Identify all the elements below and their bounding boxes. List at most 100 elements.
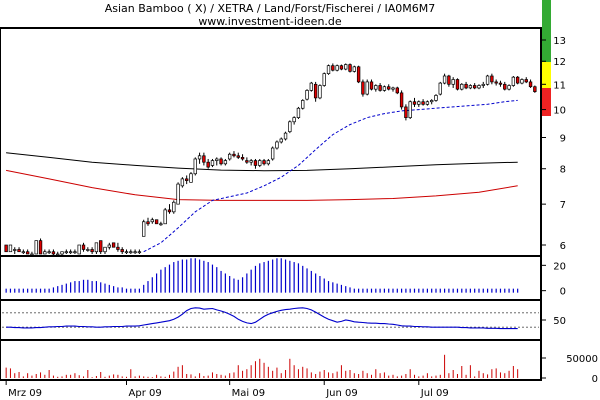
candle-up [210,160,215,166]
candle-up [391,87,395,90]
long-moving-average-line [6,152,518,172]
candle-up [434,95,438,101]
candle-up [520,79,524,84]
candle-up [292,117,296,123]
candle-up [150,219,154,223]
candle-up [442,75,447,84]
candle-up [301,100,305,109]
candle-up [124,251,129,254]
candle-down [404,106,408,118]
candle-up [223,160,228,165]
price-tick-label: 12 [553,57,566,68]
candle-up [430,100,434,103]
candle-down [399,92,404,108]
x-axis: Mrz 09 Apr 09 Mai 09 Jun 09 Jul 09 [5,380,449,399]
candle-up [460,83,464,90]
price-tick-label: 6 [560,241,566,252]
candle-down [528,81,533,88]
candle-down [498,82,503,85]
candle-up [288,121,292,133]
candle-down [120,249,124,253]
candle-up [283,132,288,140]
candle-up [249,160,253,163]
candle-up [477,85,481,89]
price-tick-label: 13 [553,36,566,47]
signal-segment-green [542,38,551,62]
chart-title: Asian Bamboo ( X) / XETRA / Land/Forst/F… [105,2,436,15]
candle-down [146,221,150,225]
momentum-tick-label: 0 [560,287,566,298]
candle-up [344,64,348,70]
candle-up [137,251,142,254]
candle-up [103,246,107,253]
candle-down [206,161,210,168]
candle-up [309,82,314,91]
candle-up [73,251,77,254]
candle-up [34,240,38,255]
volume-panel [0,339,542,381]
candle-up [511,76,516,86]
candle-up [159,223,163,226]
x-tick-label: Mai 09 [232,388,265,399]
candle-up [60,251,64,255]
price-panel [0,27,542,257]
candle-down [184,178,189,181]
candle-down [116,246,120,250]
candle-down [339,65,344,70]
candle-up [56,253,60,256]
candle-down [331,65,335,71]
candle-up [86,249,90,251]
candle-up [133,251,137,254]
signal-segment-red [542,88,551,116]
candle-down [447,75,451,85]
momentum-tick-label: 20 [553,261,566,272]
volume-tick-label: 0 [592,374,598,385]
candle-up [172,201,176,213]
candle-down [90,249,94,253]
candle-up [481,83,485,86]
signal-segment-green [542,0,551,38]
candle-down [421,101,425,105]
candle-down [494,81,498,84]
candle-down [412,101,417,105]
signal-segment-yellow [542,62,551,88]
signal-bar [542,0,551,116]
oscillator-y-axis: 50 [541,316,566,327]
price-tick-label: 7 [560,200,566,211]
candle-up [468,85,473,89]
x-tick-label: Jun 09 [325,388,358,399]
oscillator-line [6,307,518,330]
candles [4,63,537,257]
candle-down [81,244,86,250]
candle-down [503,83,507,90]
candle-down [464,83,468,89]
candle-down [232,153,236,157]
momentum-bars [5,258,519,293]
candle-down [369,81,374,90]
candle-up [305,90,309,100]
candle-up [107,244,111,248]
candle-up [193,158,197,175]
candle-down [202,155,206,163]
candle-up [326,65,331,75]
candle-up [189,173,193,183]
candle-down [167,209,172,213]
candle-up [30,253,34,256]
candle-down [515,76,520,84]
candle-up [163,209,167,225]
candle-up [335,65,339,71]
oscillator-tick-label: 50 [553,316,566,327]
candle-up [275,141,279,149]
candle-down [253,160,258,166]
candle-down [490,75,494,83]
x-tick-label: Mrz 09 [8,388,42,399]
candle-down [262,160,266,165]
candle-down [313,83,318,99]
candle-up [197,155,202,160]
candle-down [99,240,103,253]
candle-up [21,251,26,254]
candle-down [240,157,245,160]
candle-up [94,242,99,253]
chart-subtitle: www.investment-ideen.de [198,15,342,28]
